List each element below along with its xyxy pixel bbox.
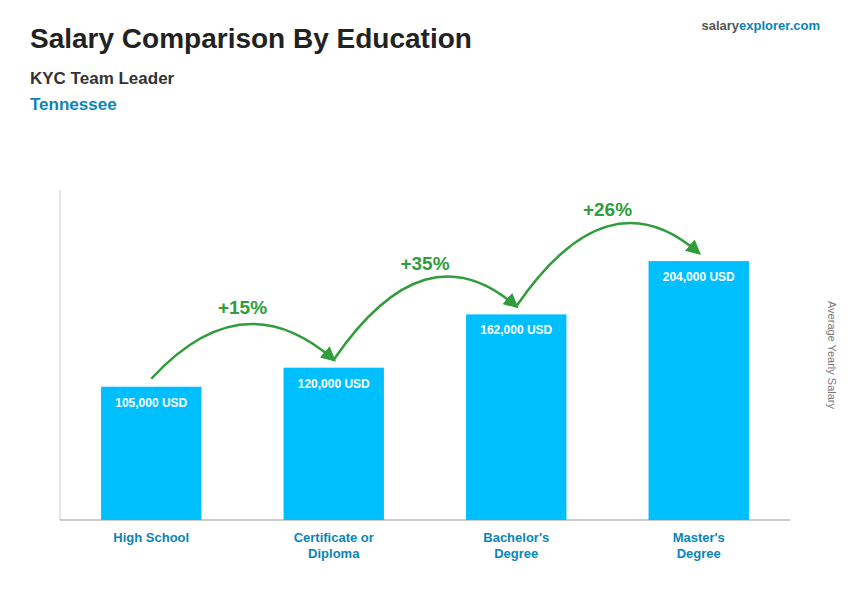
annotation: +35% (400, 253, 449, 274)
growth-arrow (151, 324, 334, 379)
subtitle: KYC Team Leader (30, 69, 175, 88)
watermark: salaryexplorer.com (701, 18, 820, 33)
x-tick-label: High School (113, 530, 189, 545)
annotation: +26% (583, 199, 632, 220)
data-label: 120,000 USD (298, 377, 370, 391)
bar (649, 261, 749, 520)
bar (466, 314, 566, 520)
x-tick-label: Bachelor'sDegree (483, 530, 549, 561)
growth-arrow (516, 223, 699, 306)
watermark-part: explorer.com (739, 18, 820, 33)
growth-arrow (334, 276, 517, 359)
x-tick-label: Master'sDegree (673, 530, 725, 561)
data-label: 105,000 USD (115, 396, 187, 410)
y-axis-label: Average Yearly Salary (826, 301, 838, 410)
watermark-part: salary (701, 18, 739, 33)
chart-container: Salary Comparison By Education KYC Team L… (0, 0, 850, 606)
annotation: +15% (218, 297, 267, 318)
y-axis-line (60, 190, 61, 520)
subtitle: Tennessee (30, 95, 117, 114)
bar (284, 368, 384, 520)
title: Salary Comparison By Education (30, 23, 472, 54)
bar (101, 387, 201, 520)
data-label: 204,000 USD (663, 270, 735, 284)
x-tick-label: Certificate orDiploma (294, 530, 374, 561)
bars (101, 261, 749, 520)
data-label: 162,000 USD (480, 323, 552, 337)
chart: Salary Comparison By Education KYC Team L… (0, 0, 850, 606)
